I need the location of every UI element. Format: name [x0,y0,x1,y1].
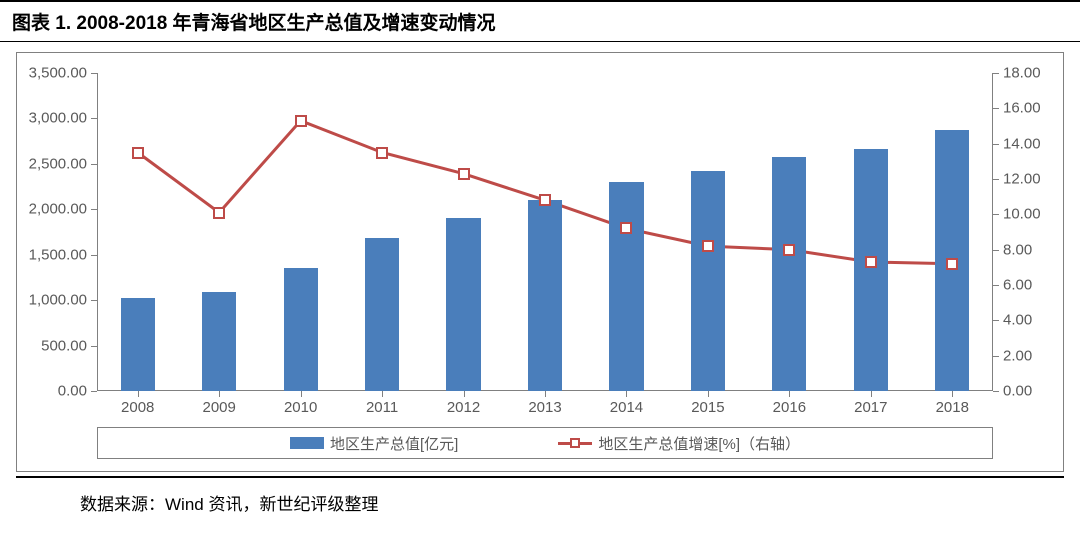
tick-x [952,391,953,397]
tick-right [993,320,999,321]
tick-left [91,391,97,392]
xlabel: 2015 [691,399,724,416]
legend-item-line: 地区生产总值增速[%]（右轴） [558,433,800,454]
legend-label-bar: 地区生产总值[亿元] [330,433,458,454]
ylabel-left: 2,000.00 [29,201,87,218]
line-marker [376,147,388,159]
bar [121,298,155,391]
tick-x [301,391,302,397]
xlabel: 2017 [854,399,887,416]
legend-label-line: 地区生产总值增速[%]（右轴） [598,433,800,454]
ylabel-right: 14.00 [1003,135,1041,152]
bar [284,268,318,391]
xlabel: 2016 [773,399,806,416]
tick-left [91,118,97,119]
tick-left [91,255,97,256]
xlabel: 2008 [121,399,154,416]
legend-swatch-line [558,442,592,445]
tick-left [91,300,97,301]
tick-left [91,73,97,74]
tick-x [789,391,790,397]
bottom-rule [16,476,1064,478]
source-text: 数据来源：Wind 资讯，新世纪评级整理 [80,490,1080,515]
bar [609,182,643,391]
tick-right [993,179,999,180]
bar [202,292,236,391]
tick-x [545,391,546,397]
line-marker [783,244,795,256]
plot-area: 0.00500.001,000.001,500.002,000.002,500.… [97,73,993,391]
bar [854,149,888,391]
ylabel-right: 6.00 [1003,277,1032,294]
xlabel: 2013 [528,399,561,416]
ylabel-right: 12.00 [1003,171,1041,188]
xlabel: 2010 [284,399,317,416]
tick-right [993,391,999,392]
bar [772,157,806,391]
chart-title: 图表 1. 2008-2018 年青海省地区生产总值及增速变动情况 [0,0,1080,42]
ylabel-right: 10.00 [1003,206,1041,223]
chart-container: 0.00 500.00 1,000.00 1,500.00 2,000.00 2,500.… [16,52,1064,472]
tick-x [464,391,465,397]
legend: 地区生产总值[亿元] 地区生产总值增速[%]（右轴） [97,427,993,459]
xlabel: 2011 [366,399,398,416]
tick-x [871,391,872,397]
tick-x [626,391,627,397]
tick-left [91,209,97,210]
tick-left [91,346,97,347]
ylabel-right: 2.00 [1003,347,1032,364]
bar [365,238,399,391]
xlabel: 2009 [202,399,235,416]
legend-swatch-bar [290,437,324,449]
ylabel-left: 1,500.00 [29,246,87,263]
ylabel-left: 500.00 [41,337,87,354]
tick-right [993,356,999,357]
line-marker [213,207,225,219]
bar [691,171,725,391]
ylabel-left: 3,000.00 [29,110,87,127]
tick-right [993,214,999,215]
line-marker [539,194,551,206]
ylabel-right: 18.00 [1003,65,1041,82]
line-marker [295,115,307,127]
line-marker [132,147,144,159]
line-marker [946,258,958,270]
tick-right [993,108,999,109]
tick-x [219,391,220,397]
xlabel: 2014 [610,399,643,416]
line-marker [702,240,714,252]
line-marker [865,256,877,268]
tick-right [993,144,999,145]
ylabel-right: 4.00 [1003,312,1032,329]
ylabel-right: 16.00 [1003,100,1041,117]
legend-item-bar: 地区生产总值[亿元] [290,433,458,454]
bar [528,200,562,391]
ylabel-left: 2,500.00 [29,155,87,172]
ylabel-left: 3,500.00 [29,65,87,82]
tick-right [993,285,999,286]
tick-x [382,391,383,397]
xlabel: 2018 [936,399,969,416]
ylabel-right: 0.00 [1003,383,1032,400]
xlabel: 2012 [447,399,480,416]
tick-right [993,250,999,251]
line-marker [620,222,632,234]
bar [446,218,480,391]
line-marker [458,168,470,180]
tick-x [708,391,709,397]
ylabel-right: 8.00 [1003,241,1032,258]
tick-left [91,164,97,165]
tick-right [993,73,999,74]
ylabel-left: 0.00 [58,383,87,400]
ylabel-left: 1,000.00 [29,292,87,309]
tick-x [138,391,139,397]
